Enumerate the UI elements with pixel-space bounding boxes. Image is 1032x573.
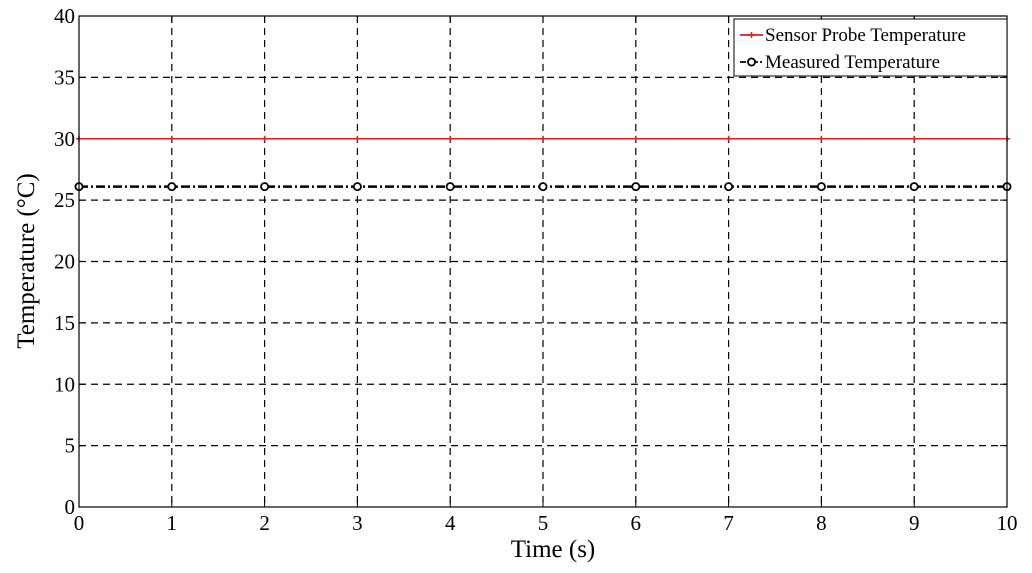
x-tick-label: 3 [352, 511, 363, 535]
y-tick-label: 25 [54, 188, 75, 212]
data-point [538, 182, 548, 192]
y-tick-label: 15 [54, 311, 75, 335]
data-point [816, 182, 826, 192]
x-tick-label: 7 [723, 511, 734, 535]
data-point [909, 182, 919, 192]
legend-entry: Sensor Probe Temperature [740, 25, 966, 46]
series-layer [74, 135, 1012, 192]
data-point [748, 32, 755, 38]
x-tick-label: 5 [538, 511, 549, 535]
y-tick-label: 35 [54, 65, 75, 89]
data-point [261, 135, 268, 142]
data-point [540, 135, 546, 142]
y-tick-label: 5 [65, 434, 76, 458]
data-point [818, 135, 825, 142]
x-tick-label: 0 [74, 511, 85, 535]
y-tick-label: 0 [65, 495, 76, 519]
legend: Sensor Probe Temperature Measured Tempera… [733, 18, 1008, 77]
x-tick-label: 2 [259, 511, 270, 535]
y-axis-label: Temperature (°C) [13, 173, 40, 349]
data-point [167, 182, 177, 192]
data-point [747, 57, 757, 67]
x-tick-label: 9 [909, 511, 920, 535]
legend-box [733, 18, 1008, 77]
data-point [725, 135, 732, 142]
data-point [631, 182, 641, 192]
y-tick-label: 40 [54, 4, 75, 28]
x-axis-label: Time (s) [511, 536, 596, 563]
x-tick-label: 8 [816, 511, 827, 535]
data-point [445, 182, 455, 192]
y-tick-label: 30 [54, 127, 75, 151]
data-point [632, 135, 639, 142]
plot-frame [78, 15, 1008, 508]
data-point [260, 182, 270, 192]
legend-label: Measured Temperature [765, 52, 940, 73]
axis-ticks: 0 1 2 3 4 5 6 7 8 9 10 0 5 10 15 20 25 30 35 40 [54, 4, 1018, 535]
data-point [354, 135, 361, 142]
x-tick-label: 6 [631, 511, 642, 535]
legend-entry: Measured Temperature [740, 52, 940, 73]
data-point [447, 135, 454, 142]
x-tick-label: 4 [445, 511, 456, 535]
data-point [911, 135, 918, 142]
y-tick-label: 10 [54, 372, 75, 396]
x-tick-label: 1 [167, 511, 178, 535]
y-tick-label: 20 [54, 250, 75, 274]
x-tick-label: 10 [997, 511, 1018, 535]
data-point [352, 182, 362, 192]
data-point [724, 182, 734, 192]
legend-label: Sensor Probe Temperature [765, 25, 966, 46]
data-point [168, 135, 175, 142]
